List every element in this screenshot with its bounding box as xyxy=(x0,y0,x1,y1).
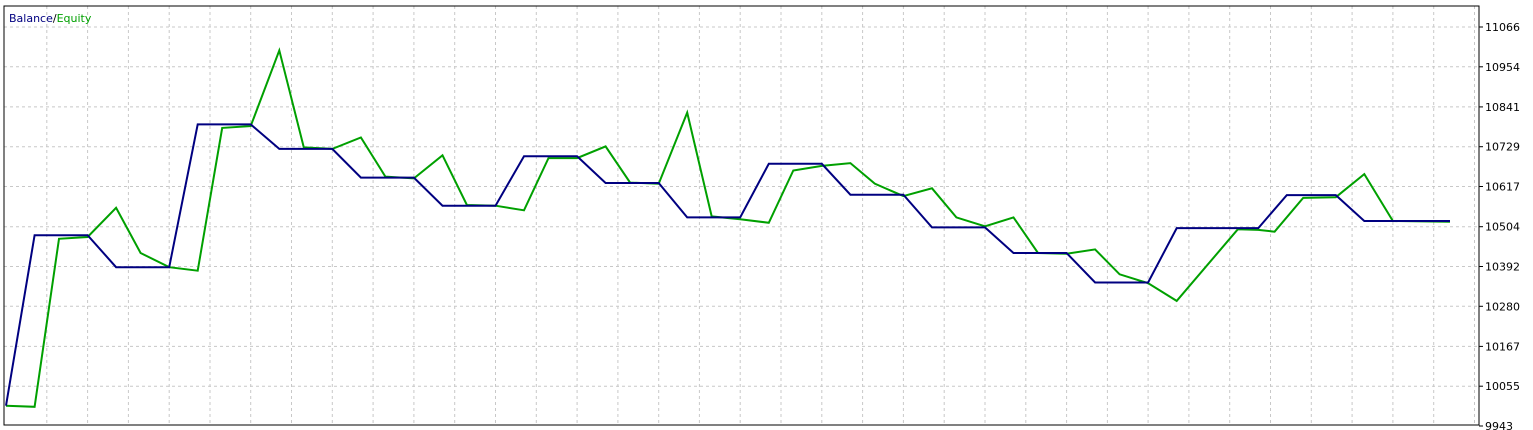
y-tick-label: 10954 xyxy=(1485,61,1520,74)
y-tick-label: 10841 xyxy=(1485,101,1520,114)
y-tick-label: 10504 xyxy=(1485,221,1520,234)
y-tick-label: 9943 xyxy=(1485,420,1513,430)
y-tick-label: 10729 xyxy=(1485,141,1520,154)
series-line-equity xyxy=(5,47,1451,408)
legend-entry-equity: Equity xyxy=(57,12,92,25)
y-tick-label: 10280 xyxy=(1485,300,1520,313)
svg-text:Balance/Equity: Balance/Equity xyxy=(9,12,92,25)
y-axis: 9943 10055 10167 10280 10392 10504 10617 10729 1… xyxy=(1479,21,1520,430)
grid xyxy=(4,6,1479,425)
y-tick-label: 10055 xyxy=(1485,380,1520,393)
y-tick-label: 10617 xyxy=(1485,181,1520,194)
legend-separator: / xyxy=(53,12,57,25)
legend-entry-balance: Balance xyxy=(9,12,53,25)
y-tick-label: 10392 xyxy=(1485,261,1520,274)
series-layer xyxy=(5,47,1451,408)
y-tick-label: 11066 xyxy=(1485,21,1520,34)
y-tick-label: 10167 xyxy=(1485,340,1520,353)
plot-frame xyxy=(3,5,1480,426)
legend: Balance/Equity xyxy=(9,12,92,25)
series-line-balance xyxy=(5,123,1450,406)
